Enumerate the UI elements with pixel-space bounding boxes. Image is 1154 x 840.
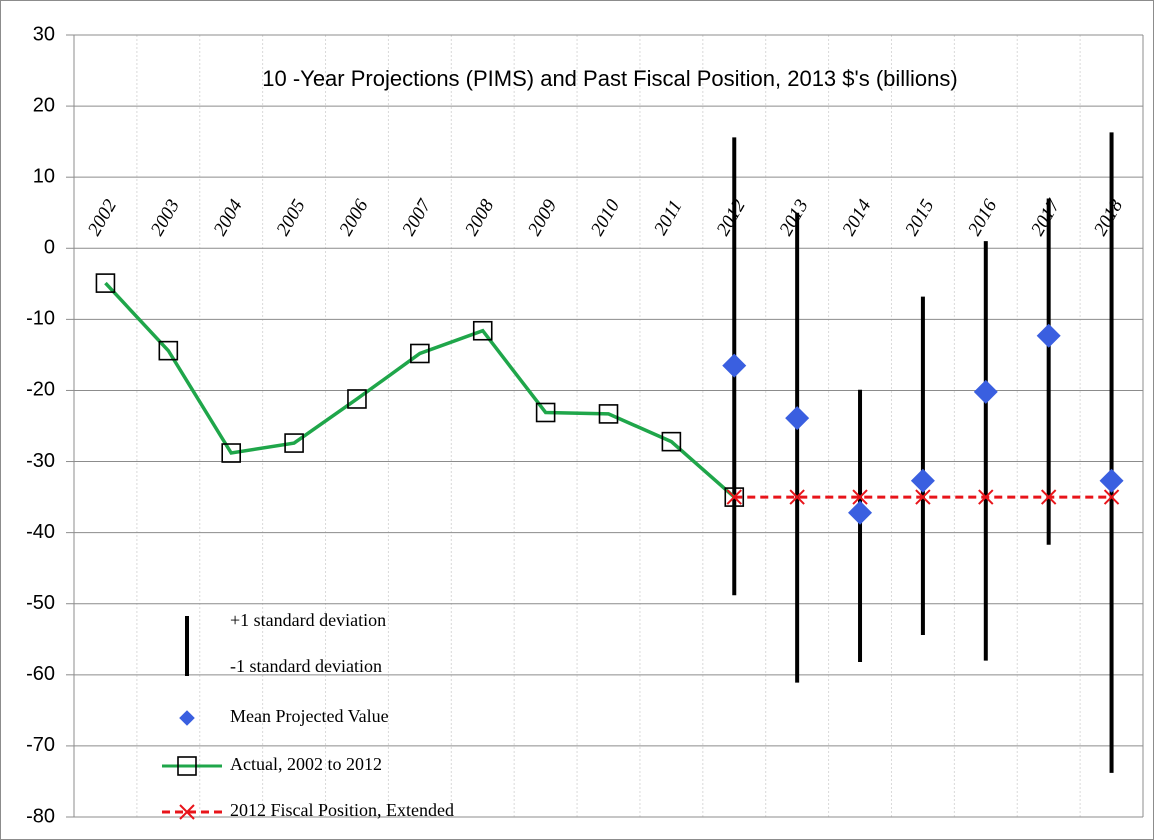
data-point [95, 273, 116, 293]
data-point [1099, 468, 1124, 493]
data-point [848, 500, 873, 525]
data-point [347, 389, 367, 409]
data-point [724, 487, 745, 507]
legend-label: Mean Projected Value [230, 706, 389, 726]
data-point [1040, 489, 1057, 505]
y-tick-label: -60 [26, 663, 55, 685]
data-point [915, 489, 931, 505]
y-tick-label: -50 [26, 592, 55, 614]
data-point [1103, 489, 1120, 505]
data-point [410, 343, 430, 364]
legend-label: -1 standard deviation [230, 656, 382, 676]
y-tick-label: -70 [26, 734, 55, 756]
data-point [978, 489, 994, 505]
data-point [973, 379, 998, 404]
data-point [661, 431, 682, 452]
legend-label: 2012 Fiscal Position, Extended [230, 800, 454, 820]
data-point [472, 320, 493, 341]
chart-title: 10 -Year Projections (PIMS) and Past Fis… [262, 66, 957, 91]
y-tick-label: 30 [33, 23, 55, 45]
legend-label: Actual, 2002 to 2012 [230, 754, 382, 774]
grid [73, 34, 1144, 818]
legend-marker [177, 756, 197, 776]
data-point [535, 402, 556, 423]
data-point [789, 489, 805, 505]
y-tick-label: 0 [44, 237, 55, 259]
series-line [104, 281, 736, 499]
data-point [852, 489, 868, 505]
data-point [221, 443, 242, 463]
data-point [284, 433, 304, 453]
y-tick-label: -30 [26, 450, 55, 472]
y-tick-label: -10 [26, 308, 55, 330]
data-point [1036, 323, 1061, 348]
y-tick-label: -20 [26, 379, 55, 401]
data-point [598, 404, 619, 424]
data-point [785, 406, 810, 431]
legend-marker [179, 804, 195, 820]
y-tick-label: 20 [33, 94, 55, 116]
data-point [722, 353, 747, 378]
y-tick-label: -80 [26, 805, 55, 827]
data-point [910, 468, 935, 493]
y-tick-label: -40 [26, 521, 55, 543]
y-tick-label: 10 [33, 165, 55, 187]
data-point [158, 340, 179, 361]
data-point [726, 489, 742, 505]
legend-label: +1 standard deviation [230, 610, 386, 630]
